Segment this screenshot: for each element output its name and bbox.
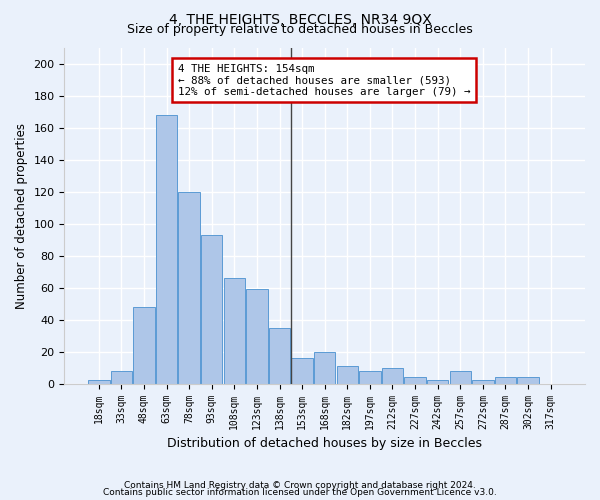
Bar [449,371,471,384]
Bar [314,352,335,384]
Bar [201,235,223,384]
Bar [427,380,448,384]
Bar [246,289,268,384]
Bar [337,366,358,384]
Bar [178,192,200,384]
Bar [472,380,494,384]
Bar [292,358,313,384]
Text: Contains HM Land Registry data © Crown copyright and database right 2024.: Contains HM Land Registry data © Crown c… [124,480,476,490]
X-axis label: Distribution of detached houses by size in Beccles: Distribution of detached houses by size … [167,437,482,450]
Y-axis label: Number of detached properties: Number of detached properties [15,122,28,308]
Bar [224,278,245,384]
Text: Contains public sector information licensed under the Open Government Licence v3: Contains public sector information licen… [103,488,497,497]
Bar [404,378,426,384]
Text: 4 THE HEIGHTS: 154sqm
← 88% of detached houses are smaller (593)
12% of semi-det: 4 THE HEIGHTS: 154sqm ← 88% of detached … [178,64,470,96]
Text: 4, THE HEIGHTS, BECCLES, NR34 9QX: 4, THE HEIGHTS, BECCLES, NR34 9QX [169,12,431,26]
Bar [156,114,177,384]
Text: Size of property relative to detached houses in Beccles: Size of property relative to detached ho… [127,22,473,36]
Bar [269,328,290,384]
Bar [110,371,132,384]
Bar [359,371,380,384]
Bar [133,307,155,384]
Bar [494,378,516,384]
Bar [88,380,110,384]
Bar [382,368,403,384]
Bar [517,378,539,384]
